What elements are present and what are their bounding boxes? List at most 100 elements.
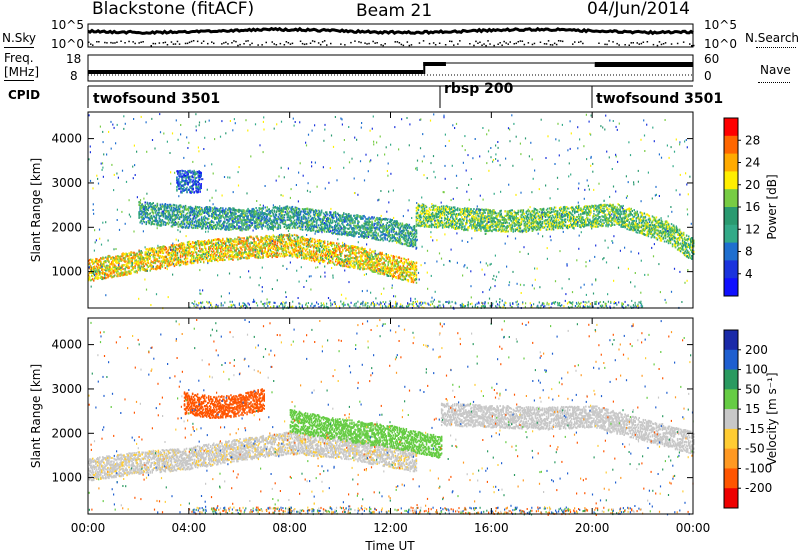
data-pixel xyxy=(158,211,161,214)
data-pixel xyxy=(260,250,262,253)
noise-search-point xyxy=(561,40,564,43)
data-pixel xyxy=(121,273,123,276)
data-pixel xyxy=(140,220,142,223)
data-pixel xyxy=(118,260,120,263)
data-pixel xyxy=(126,262,128,265)
data-pixel xyxy=(188,243,191,246)
data-pixel xyxy=(166,207,169,210)
data-pixel xyxy=(236,253,238,256)
freq-label: Freq. xyxy=(4,51,34,65)
data-pixel xyxy=(214,259,216,262)
data-pixel xyxy=(231,242,233,245)
data-pixel xyxy=(251,222,253,225)
data-pixel xyxy=(262,206,264,209)
data-pixel xyxy=(253,237,255,240)
data-pixel xyxy=(196,261,199,264)
noise-search-point xyxy=(459,40,461,42)
data-pixel xyxy=(171,250,174,253)
data-pixel xyxy=(264,225,266,228)
data-pixel xyxy=(229,251,231,254)
data-pixel xyxy=(93,262,95,265)
data-pixel xyxy=(100,266,102,269)
data-pixel xyxy=(142,258,144,261)
data-pixel xyxy=(237,255,239,258)
data-pixel xyxy=(168,262,171,265)
data-pixel xyxy=(260,237,262,240)
data-pixel xyxy=(277,226,280,229)
data-pixel xyxy=(246,237,248,240)
data-pixel xyxy=(133,253,135,256)
data-pixel xyxy=(247,239,249,242)
data-pixel xyxy=(180,213,183,216)
data-pixel xyxy=(138,253,140,256)
data-pixel xyxy=(117,266,119,269)
data-pixel xyxy=(390,254,392,257)
data-pixel xyxy=(114,268,116,271)
data-pixel xyxy=(108,255,110,258)
data-pixel xyxy=(131,268,133,271)
data-pixel xyxy=(145,253,147,256)
data-pixel xyxy=(145,269,147,272)
data-pixel xyxy=(278,252,281,255)
data-pixel xyxy=(239,241,241,244)
data-pixel xyxy=(258,252,260,255)
data-pixel xyxy=(174,263,177,266)
data-pixel xyxy=(381,251,383,254)
data-pixel xyxy=(109,255,111,258)
data-pixel xyxy=(255,227,257,230)
freq-step xyxy=(423,62,426,74)
data-pixel xyxy=(153,257,155,259)
data-pixel xyxy=(252,249,254,252)
data-pixel xyxy=(217,260,219,263)
data-pixel xyxy=(157,266,160,269)
data-pixel xyxy=(238,236,240,239)
data-pixel xyxy=(168,247,171,250)
data-pixel xyxy=(198,219,201,222)
noise-left-tick-bottom: 10^0 xyxy=(51,37,84,51)
noise-search-point xyxy=(273,43,275,45)
data-pixel xyxy=(149,269,151,272)
data-pixel xyxy=(232,258,234,261)
noise-search-point xyxy=(658,41,661,43)
data-pixel xyxy=(265,254,267,257)
data-pixel xyxy=(145,251,147,254)
data-pixel xyxy=(233,241,235,243)
data-pixel xyxy=(248,236,250,239)
data-pixel xyxy=(156,247,159,250)
data-pixel xyxy=(152,202,154,205)
date-label: 04/Jun/2014 xyxy=(587,0,690,19)
data-pixel xyxy=(261,226,263,229)
data-pixel xyxy=(220,240,222,243)
data-pixel xyxy=(97,277,99,279)
data-pixel xyxy=(144,262,146,265)
data-pixel xyxy=(131,262,133,264)
data-pixel xyxy=(199,261,202,263)
data-pixel xyxy=(135,252,137,255)
noise-search-point xyxy=(221,43,223,45)
data-pixel xyxy=(232,256,234,258)
data-pixel xyxy=(102,256,104,259)
data-pixel xyxy=(415,276,418,279)
data-pixel xyxy=(197,242,200,245)
data-pixel xyxy=(131,259,133,262)
data-pixel xyxy=(260,239,262,241)
data-pixel xyxy=(150,247,152,250)
data-pixel xyxy=(96,258,98,261)
data-pixel xyxy=(237,247,239,250)
data-pixel xyxy=(183,243,186,246)
data-pixel xyxy=(206,241,208,244)
data-pixel xyxy=(222,207,224,210)
data-pixel xyxy=(171,262,174,265)
data-pixel xyxy=(203,225,205,228)
data-pixel xyxy=(258,250,260,253)
noise-search-point xyxy=(513,43,515,45)
data-pixel xyxy=(265,251,267,254)
data-pixel xyxy=(184,252,187,255)
data-pixel xyxy=(262,237,264,240)
data-pixel xyxy=(274,241,276,244)
data-pixel xyxy=(251,224,253,226)
data-pixel xyxy=(221,250,223,253)
data-pixel xyxy=(219,256,221,259)
noise-search-point xyxy=(660,43,663,46)
data-pixel xyxy=(206,227,208,230)
